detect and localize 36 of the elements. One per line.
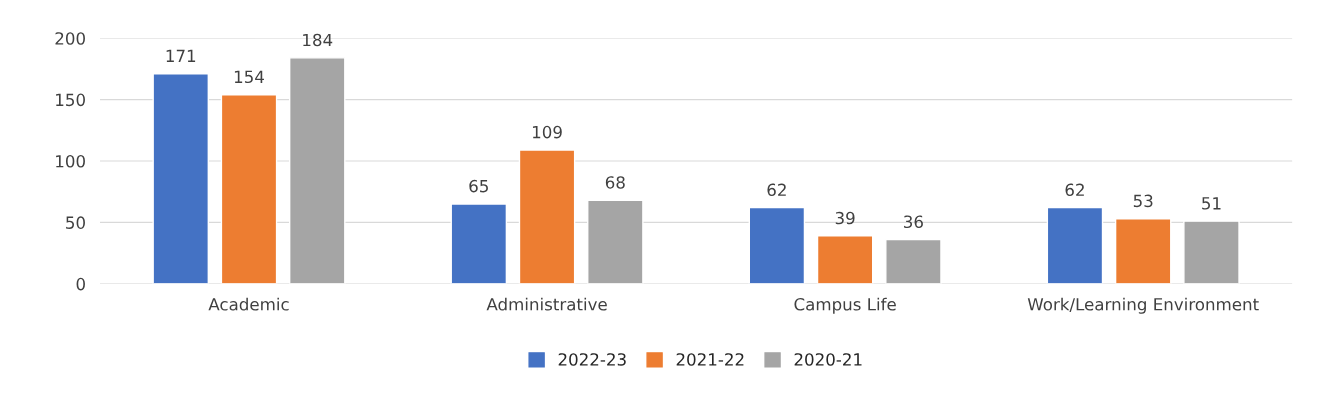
y-tick-label: 200 [55,32,85,45]
bar [587,199,644,284]
y-tick-label: 0 [76,277,85,291]
data-label: 53 [1133,194,1153,208]
bar [1114,218,1172,284]
data-label: 171 [166,49,196,63]
bar [816,235,874,284]
bar [450,203,508,284]
bar [288,57,346,284]
bar [152,73,210,284]
data-label: 36 [904,215,923,229]
bar [220,93,278,284]
bar [885,238,942,284]
data-label: 68 [605,176,625,189]
bar [748,206,806,284]
data-label: 62 [1065,183,1084,197]
data-label: 154 [234,70,264,84]
y-tick-label: 50 [66,216,85,229]
legend-label: 2020-21 [794,353,862,366]
bar [1046,206,1104,284]
x-tick-label: Work/Learning Environment [1027,297,1259,314]
x-tick-label: Campus Life [794,297,896,314]
y-tick-label: 150 [56,93,85,107]
data-label: 51 [1202,197,1221,210]
data-label: 65 [469,179,488,193]
legend-label: 2022-23 [558,353,626,366]
data-label: 39 [835,211,855,225]
data-label: 109 [532,125,562,139]
data-label: 62 [767,183,786,197]
bar [1183,220,1240,284]
x-tick-label: Academic [208,297,289,311]
legend-label: 2021-22 [676,353,744,366]
data-label: 184 [303,33,333,47]
x-tick-label: Administrative [486,297,607,311]
y-tick-label: 100 [56,154,85,168]
bar [518,149,576,284]
